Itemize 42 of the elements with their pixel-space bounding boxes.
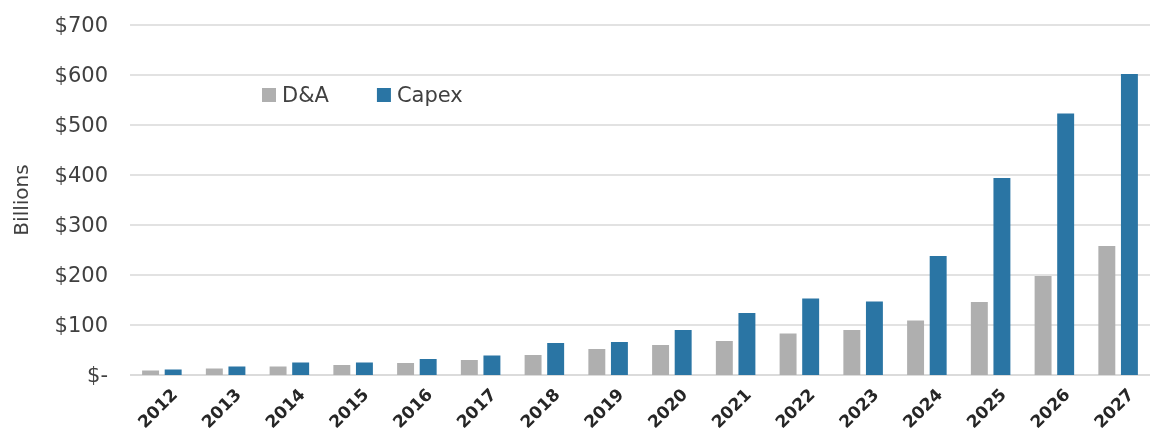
y-tick-label: $500 (54, 113, 108, 138)
bar (397, 363, 415, 375)
bar (333, 365, 351, 375)
bar (610, 342, 628, 375)
bar (460, 360, 478, 375)
bar (865, 301, 883, 375)
bar (1034, 276, 1052, 375)
bar (779, 333, 797, 375)
bar (292, 362, 310, 375)
bar (483, 355, 501, 375)
bar (524, 355, 542, 375)
legend-label: Capex (396, 83, 463, 108)
y-tick-label: $- (87, 363, 108, 388)
bar (802, 298, 820, 375)
bar (1057, 113, 1075, 375)
bar (929, 256, 947, 375)
y-tick-label: $200 (54, 263, 108, 288)
y-tick-label: $600 (54, 63, 108, 88)
bar (547, 343, 565, 375)
bar (205, 368, 223, 375)
y-tick-label: $300 (54, 213, 108, 238)
bar (715, 341, 733, 375)
legend-label: D&A (282, 83, 330, 108)
bar (652, 345, 670, 375)
bar (993, 178, 1011, 375)
bar (1120, 74, 1138, 375)
y-tick-label: $700 (54, 13, 108, 38)
y-axis-title: Billions (9, 164, 33, 236)
bar (907, 320, 925, 375)
y-tick-label: $100 (54, 313, 108, 338)
bar (738, 313, 756, 375)
bar (419, 359, 437, 375)
bar (269, 366, 287, 375)
bar (674, 330, 692, 375)
bar (164, 369, 182, 375)
bar (588, 349, 606, 375)
bar (228, 366, 246, 375)
bar (1098, 246, 1116, 375)
bar (355, 362, 373, 375)
bar (970, 302, 988, 375)
bar (843, 330, 861, 375)
y-tick-label: $400 (54, 163, 108, 188)
